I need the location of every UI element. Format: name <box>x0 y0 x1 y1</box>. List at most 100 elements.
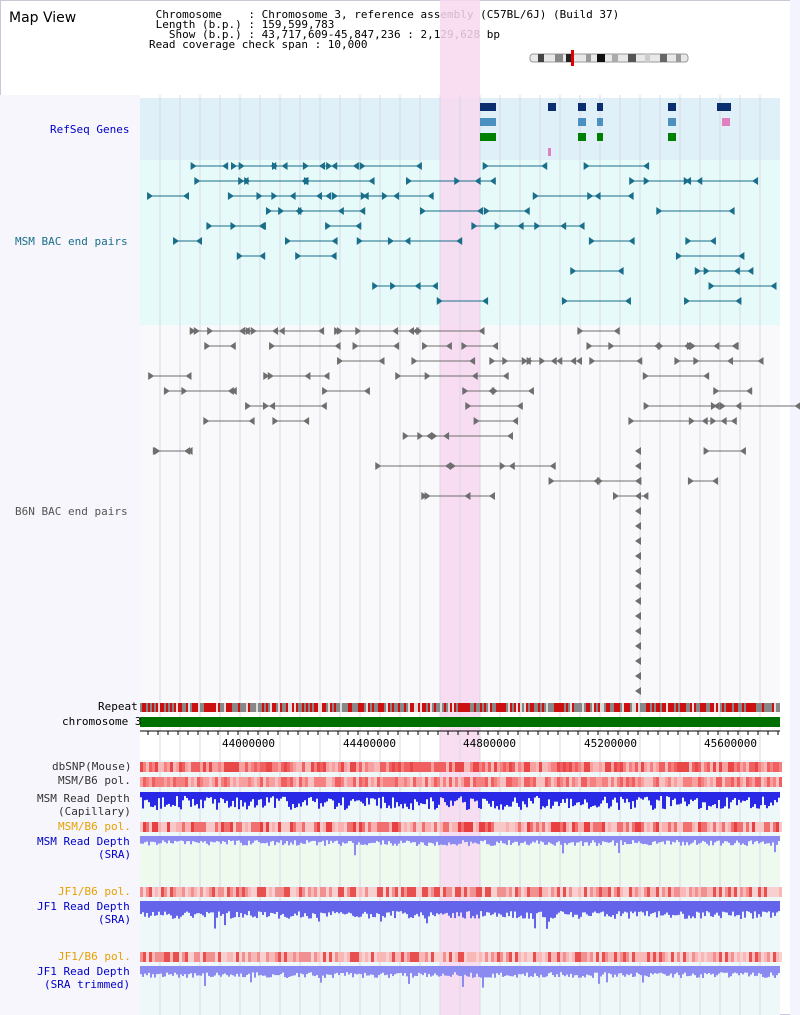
polymorphism-cell <box>581 952 584 962</box>
read-depth-bar <box>740 792 742 803</box>
polymorphism-cell <box>170 777 173 787</box>
polymorphism-cell <box>605 952 608 962</box>
read-depth-bar <box>264 836 266 844</box>
polymorphism-cell <box>332 822 335 832</box>
read-depth-bar <box>448 966 450 976</box>
repeat-block <box>582 703 584 712</box>
polymorphism-cell <box>770 822 773 832</box>
b6n-bac-end <box>635 522 641 530</box>
polymorphism-cell <box>734 777 737 787</box>
b6n-bac-pair-end <box>185 372 192 380</box>
polymorphism-cell <box>425 777 428 787</box>
read-depth-bar <box>654 901 656 913</box>
read-depth-bar <box>160 901 162 915</box>
msm-bac-pair-end <box>694 267 701 275</box>
read-depth-bar <box>516 966 518 978</box>
repeat-block <box>466 703 468 712</box>
b6n-bac-pair-end <box>593 477 600 485</box>
read-depth-bar <box>588 792 590 809</box>
read-depth-bar <box>730 836 732 846</box>
read-depth-bar <box>354 792 356 802</box>
read-depth-bar <box>506 901 508 913</box>
read-depth-bar <box>772 836 774 843</box>
read-depth-bar <box>180 836 182 841</box>
polymorphism-cell <box>236 777 239 787</box>
read-depth-bar <box>642 966 644 983</box>
read-depth-bar <box>308 792 310 798</box>
read-depth-bar <box>524 792 526 805</box>
read-depth-bar <box>246 901 248 916</box>
read-depth-bar <box>368 792 370 805</box>
read-depth-bar <box>308 836 310 843</box>
repeat-block <box>518 703 520 712</box>
repeat-block <box>660 703 662 712</box>
read-depth-bar <box>214 901 216 929</box>
read-depth-bar <box>466 836 468 842</box>
read-depth-bar <box>676 901 678 916</box>
read-depth-bar <box>338 792 340 804</box>
read-depth-bar <box>476 836 478 844</box>
polymorphism-cell <box>194 822 197 832</box>
read-depth-bar <box>522 901 524 919</box>
read-depth-bar <box>494 792 496 809</box>
polymorphism-cell <box>716 777 719 787</box>
polymorphism-cell <box>410 887 413 897</box>
read-depth-bar <box>642 836 644 845</box>
read-depth-bar <box>336 901 338 913</box>
read-depth-bar <box>712 836 714 846</box>
msm-bac-pair-end <box>752 177 759 185</box>
repeat-block <box>562 703 564 712</box>
polymorphism-cell <box>584 822 587 832</box>
read-depth-bar <box>764 792 766 805</box>
polymorphism-cell <box>527 952 530 962</box>
read-depth-bar <box>580 792 582 806</box>
polymorphism-cell <box>536 822 539 832</box>
read-depth-bar <box>722 836 724 844</box>
repeat-block <box>306 703 308 712</box>
read-depth-bar <box>204 966 206 987</box>
repeat-block <box>522 703 524 712</box>
read-depth-bar <box>180 966 182 975</box>
read-depth-bar <box>606 966 608 983</box>
read-depth-bar <box>240 901 242 914</box>
read-depth-bar <box>568 966 570 977</box>
read-depth-bar <box>382 901 384 917</box>
read-depth-bar <box>606 836 608 843</box>
repeat-block <box>622 703 624 712</box>
polymorphism-cell <box>674 822 677 832</box>
read-depth-bar <box>726 792 728 798</box>
polymorphism-cell <box>293 762 296 772</box>
repeat-block <box>234 703 236 712</box>
read-depth-bar <box>598 901 600 914</box>
polymorphism-cell <box>653 762 656 772</box>
polymorphism-cell <box>209 887 212 897</box>
read-depth-bar <box>230 836 232 842</box>
read-depth-bar <box>148 836 150 846</box>
read-depth-bar <box>414 836 416 843</box>
read-depth-bar <box>336 792 338 807</box>
read-depth-bar <box>614 966 616 975</box>
polymorphism-cell <box>146 887 149 897</box>
polymorphism-cell <box>341 952 344 962</box>
polymorphism-cell <box>344 777 347 787</box>
read-depth-bar <box>400 792 402 805</box>
read-depth-bar <box>472 836 474 844</box>
read-depth-bar <box>288 901 290 919</box>
read-depth-bar <box>440 836 442 845</box>
msm-bac-pair-end <box>259 252 266 260</box>
polymorphism-cell <box>608 777 611 787</box>
read-depth-bar <box>442 901 444 915</box>
read-depth-bar <box>712 792 714 805</box>
read-depth-bar <box>418 966 420 973</box>
polymorphism-cell <box>422 822 425 832</box>
polymorphism-cell <box>530 887 533 897</box>
read-depth-bar <box>448 836 450 843</box>
read-depth-bar <box>180 901 182 917</box>
polymorphism-cell <box>263 777 266 787</box>
repeat-block <box>210 703 212 712</box>
read-depth-bar <box>448 792 450 808</box>
polymorphism-cell <box>653 887 656 897</box>
read-depth-bar <box>160 966 162 974</box>
read-depth-bar <box>708 901 710 913</box>
